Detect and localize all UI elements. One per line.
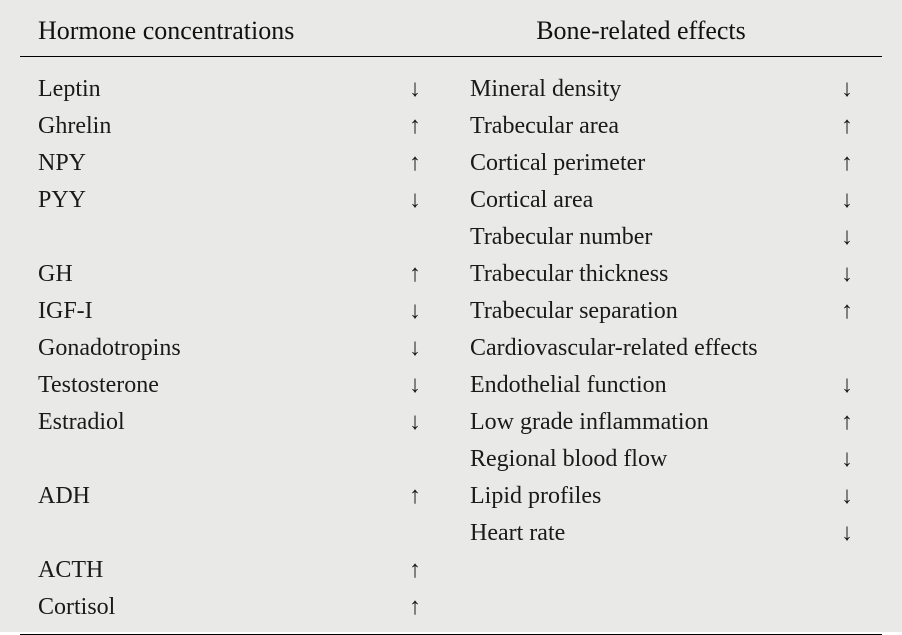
effect-label: Mineral density (470, 76, 832, 103)
arrow-up-icon: ↑ (400, 150, 430, 177)
effect-row: Trabecular thickness↓ (470, 256, 862, 293)
header-right: Bone-related effects (440, 16, 882, 46)
hormone-label: Cortisol (38, 594, 400, 621)
effect-row: Low grade inflammation↑ (470, 404, 862, 441)
arrow-down-icon: ↓ (832, 261, 862, 288)
arrow-down-icon: ↓ (400, 298, 430, 325)
effect-row: Regional blood flow↓ (470, 441, 862, 478)
arrow-down-icon: ↓ (832, 372, 862, 399)
hormone-row: IGF-I↓ (38, 293, 430, 330)
effect-label: Lipid profiles (470, 483, 832, 510)
hormone-row: NPY↑ (38, 145, 430, 182)
effect-label: Heart rate (470, 520, 832, 547)
hormone-row: Cortisol↑ (38, 589, 430, 626)
hormone-label: Gonadotropins (38, 335, 400, 362)
hormone-row: Testosterone↓ (38, 367, 430, 404)
hormone-effects-table: Hormone concentrations Bone-related effe… (0, 0, 902, 632)
effect-label: Trabecular separation (470, 298, 832, 325)
hormone-label: GH (38, 261, 400, 288)
arrow-down-icon: ↓ (832, 187, 862, 214)
effect-label: Trabecular number (470, 224, 832, 251)
arrow-down-icon: ↓ (832, 76, 862, 103)
hormone-blank (38, 219, 430, 256)
arrow-down-icon: ↓ (400, 335, 430, 362)
effect-label: Cortical area (470, 187, 832, 214)
arrow-up-icon: ↑ (400, 261, 430, 288)
arrow-up-icon: ↑ (832, 409, 862, 436)
header-left: Hormone concentrations (20, 16, 440, 46)
hormone-blank (38, 515, 430, 552)
arrow-up-icon: ↑ (400, 594, 430, 621)
hormone-label: Ghrelin (38, 113, 400, 140)
effect-row: Cortical perimeter↑ (470, 145, 862, 182)
hormone-label: Estradiol (38, 409, 400, 436)
hormone-row: Ghrelin↑ (38, 108, 430, 145)
effect-row: Heart rate↓ (470, 515, 862, 552)
arrow-up-icon: ↑ (832, 113, 862, 140)
hormone-row: PYY↓ (38, 182, 430, 219)
hormone-row: ACTH↑ (38, 552, 430, 589)
effect-label: Trabecular thickness (470, 261, 832, 288)
effect-label: Low grade inflammation (470, 409, 832, 436)
table-body: Leptin↓Ghrelin↑NPY↑PYY↓GH↑IGF-I↓Gonadotr… (20, 71, 882, 635)
hormone-label: Leptin (38, 76, 400, 103)
arrow-down-icon: ↓ (400, 372, 430, 399)
hormone-label: PYY (38, 187, 400, 214)
hormone-row: Estradiol↓ (38, 404, 430, 441)
effect-row: Mineral density↓ (470, 71, 862, 108)
hormone-row: ADH↑ (38, 478, 430, 515)
arrow-up-icon: ↑ (400, 557, 430, 584)
arrow-down-icon: ↓ (832, 483, 862, 510)
arrow-up-icon: ↑ (832, 298, 862, 325)
arrow-up-icon: ↑ (400, 113, 430, 140)
effect-row: Trabecular area↑ (470, 108, 862, 145)
effect-row: Lipid profiles↓ (470, 478, 862, 515)
hormone-label: ACTH (38, 557, 400, 584)
effect-label: Regional blood flow (470, 446, 832, 473)
arrow-up-icon: ↑ (400, 483, 430, 510)
arrow-up-icon: ↑ (832, 150, 862, 177)
arrow-down-icon: ↓ (400, 76, 430, 103)
effects-column: Mineral density↓Trabecular area↑Cortical… (460, 71, 882, 626)
hormone-label: Testosterone (38, 372, 400, 399)
effect-row: Trabecular number↓ (470, 219, 862, 256)
arrow-down-icon: ↓ (400, 187, 430, 214)
hormone-blank (38, 441, 430, 478)
arrow-down-icon: ↓ (832, 224, 862, 251)
hormone-column: Leptin↓Ghrelin↑NPY↑PYY↓GH↑IGF-I↓Gonadotr… (20, 71, 460, 626)
hormone-label: NPY (38, 150, 400, 177)
effect-row: Cortical area↓ (470, 182, 862, 219)
arrow-down-icon: ↓ (832, 520, 862, 547)
table-header-row: Hormone concentrations Bone-related effe… (20, 16, 882, 57)
hormone-row: Gonadotropins↓ (38, 330, 430, 367)
effect-label: Trabecular area (470, 113, 832, 140)
effect-section-heading: Cardiovascular-related effects (470, 330, 862, 367)
hormone-row: GH↑ (38, 256, 430, 293)
hormone-label: ADH (38, 483, 400, 510)
effect-label: Cortical perimeter (470, 150, 832, 177)
arrow-down-icon: ↓ (832, 446, 862, 473)
arrow-down-icon: ↓ (400, 409, 430, 436)
effect-row: Endothelial function↓ (470, 367, 862, 404)
hormone-label: IGF-I (38, 298, 400, 325)
effect-row: Trabecular separation↑ (470, 293, 862, 330)
hormone-row: Leptin↓ (38, 71, 430, 108)
effect-label: Endothelial function (470, 372, 832, 399)
